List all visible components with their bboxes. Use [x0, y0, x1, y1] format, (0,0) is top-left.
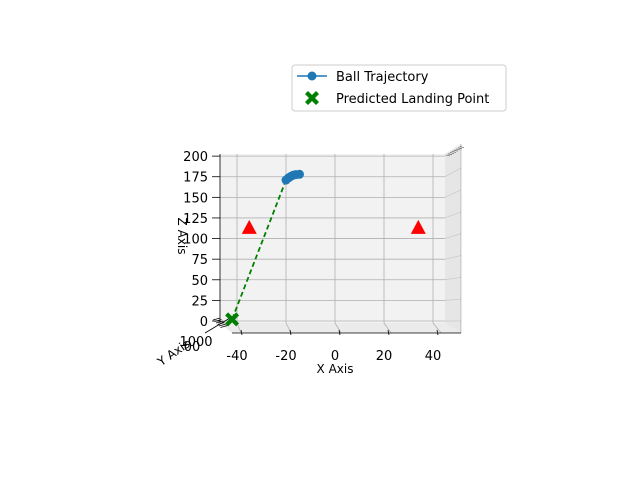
x-tick-label: 20: [376, 349, 393, 364]
y-tick-mark: [218, 323, 227, 327]
x-grid-line-floor: [383, 322, 392, 334]
x-tick-mark: [338, 329, 341, 336]
z-tick-label: 75: [191, 253, 208, 268]
edge-tick-mark: [455, 148, 461, 151]
y-tick-label-cluster-2: 00: [184, 340, 201, 355]
z-grid-line-side: [444, 167, 462, 178]
z-grid-line-side: [444, 211, 462, 219]
legend-label-trajectory: Ball Trajectory: [336, 70, 429, 85]
landing-point-x-shape: [225, 312, 240, 327]
z-tick-label: 200: [183, 150, 208, 165]
y-tick-label-cluster: 1000: [179, 335, 212, 350]
y-axis: 1000 00: [179, 317, 231, 355]
trajectory-point: [294, 169, 304, 179]
legend-label-landing: Predicted Landing Point: [336, 92, 489, 107]
z-tick-label: 125: [183, 212, 208, 227]
z-tick-label: 25: [191, 294, 208, 309]
x-grid-line-floor: [334, 322, 342, 334]
y-tick-mark: [212, 317, 221, 321]
floor-pane: [220, 323, 461, 333]
legend-landing-marker: [305, 91, 319, 105]
x-tick-mark: [387, 329, 390, 336]
x-tick-mark: [436, 329, 439, 336]
z-grid-line-side: [444, 276, 462, 281]
edge-tick-mark: [451, 151, 457, 153]
z-tick-label: 100: [183, 233, 208, 248]
target-triangle-marker-1: [241, 219, 257, 234]
y-tick-mark: [220, 325, 228, 328]
z-tick-label: 50: [191, 274, 208, 289]
legend-box: [291, 64, 507, 112]
z-axis-label: Z Axis: [175, 218, 189, 255]
x-axis-label: X Axis: [317, 362, 354, 376]
z-tick-label: 175: [183, 171, 208, 186]
y-tick-mark: [214, 319, 222, 322]
edge-tick-mark: [445, 154, 451, 157]
x-grid-line-floor: [432, 322, 442, 334]
x-axis-ticks: -40 -20 0 20 40: [226, 329, 442, 364]
edge-tick-mark: [447, 153, 453, 156]
landing-point-marker: [225, 312, 240, 327]
x-tick-label: -40: [226, 349, 247, 364]
y-tick-mark: [217, 322, 225, 325]
predicted-path-line: [231, 179, 287, 320]
x-tick-mark: [289, 329, 292, 336]
x-tick-label: -20: [275, 349, 296, 364]
z-grid-line-side: [444, 298, 462, 301]
right-pane: [445, 144, 461, 333]
edge-tick-mark: [459, 146, 465, 148]
z-grid-line-side: [444, 233, 462, 239]
x-tick-mark: [240, 329, 243, 336]
x-tick-label: 0: [331, 349, 339, 364]
z-grid-line-side: [444, 189, 462, 198]
x-tick-label: 40: [425, 349, 442, 364]
target-triangle-marker-2: [410, 219, 426, 234]
legend-trajectory-marker: [307, 71, 317, 81]
edge-tick-mark: [457, 147, 463, 150]
legend: Ball Trajectory Predicted Landing Point: [291, 64, 507, 112]
z-tick-label: 0: [200, 315, 208, 330]
z-axis-ticks: 0 25 50 75 100 125 150 175 200: [183, 150, 220, 330]
y-tick-mark: [215, 320, 224, 324]
z-tick-label: 150: [183, 191, 208, 206]
z-grid-line-side: [444, 255, 462, 260]
chart-marks: [225, 169, 426, 327]
edge-tick-mark: [453, 149, 459, 152]
edge-tick-mark: [449, 152, 455, 154]
